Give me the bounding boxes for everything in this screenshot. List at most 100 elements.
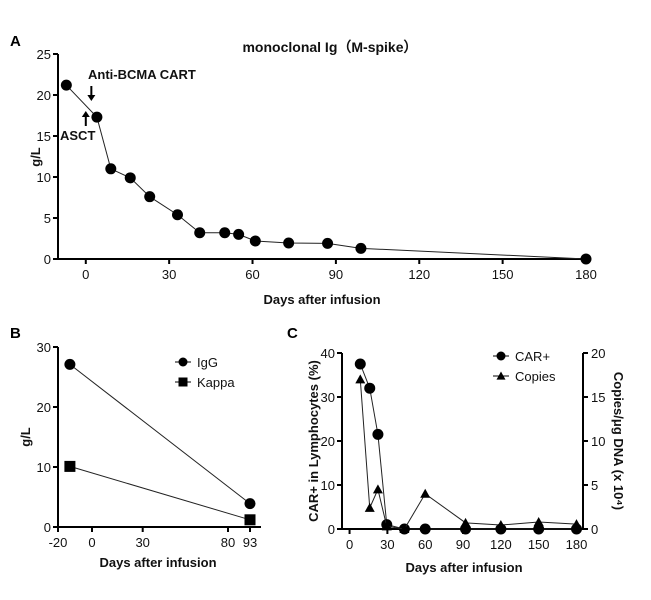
chart-c-ytick-right-label: 20 bbox=[591, 346, 605, 361]
chart-c-point bbox=[372, 428, 384, 440]
chart-a-ytick-label: 0 bbox=[44, 252, 51, 267]
chart-c-point bbox=[364, 382, 376, 394]
chart-a-point bbox=[219, 227, 231, 239]
chart-c-point bbox=[419, 523, 431, 535]
chart-c-xtick-label: 120 bbox=[490, 537, 512, 552]
chart-b-xtick-label: 0 bbox=[88, 535, 95, 550]
chart-a-point bbox=[283, 237, 295, 249]
chart-b-point bbox=[244, 514, 256, 526]
arrow-down-icon-head bbox=[87, 95, 96, 101]
chart-c-xlabel: Days after infusion bbox=[405, 560, 522, 575]
chart-a-ytick-label: 15 bbox=[37, 129, 51, 144]
chart-b-ytick-label: 10 bbox=[37, 460, 51, 475]
panel-label-c: C bbox=[287, 325, 298, 342]
chart-c-point bbox=[399, 524, 410, 533]
chart-c-series-line-0 bbox=[359, 363, 577, 530]
chart-a-ytick-label: 25 bbox=[37, 47, 51, 62]
chart-b-xlabel: Days after infusion bbox=[99, 555, 216, 570]
chart-b-point bbox=[244, 498, 256, 510]
chart-a-point bbox=[322, 237, 334, 249]
chart-c-point bbox=[420, 488, 431, 498]
chart-a-xtick-label: 180 bbox=[575, 267, 597, 282]
arrow-up-icon-head bbox=[81, 111, 90, 117]
chart-c-legend-label: Copies bbox=[515, 369, 556, 384]
chart-c-point bbox=[381, 521, 392, 531]
chart-c-point bbox=[495, 520, 506, 530]
chart-c-ytick-label: 20 bbox=[321, 434, 335, 449]
chart-b-ylabel: g/L bbox=[18, 427, 33, 447]
chart-c-ytick-label: 30 bbox=[321, 390, 335, 405]
chart-a-xtick-label: 60 bbox=[245, 267, 259, 282]
chart-b-series-line-1 bbox=[69, 465, 251, 521]
chart-c-xtick-label: 30 bbox=[380, 537, 394, 552]
chart-c-legend-marker bbox=[496, 371, 506, 380]
chart-b-xtick-label: 93 bbox=[243, 535, 257, 550]
chart-a-xtick-label: 150 bbox=[492, 267, 514, 282]
chart-a-ytick-label: 20 bbox=[37, 88, 51, 103]
panel-label-a: A bbox=[10, 33, 21, 50]
chart-c-point bbox=[533, 523, 545, 535]
chart-b-xtick-label: 80 bbox=[221, 535, 235, 550]
chart-c-point bbox=[354, 358, 366, 370]
chart-a-point bbox=[60, 79, 72, 91]
chart-a-point bbox=[171, 209, 183, 221]
chart-c-point bbox=[355, 374, 366, 384]
chart-c-ylabel-right: Copies/μg DNA (x 10⁴) bbox=[611, 372, 626, 510]
chart-a-title: monoclonal Ig（M-spike） bbox=[242, 39, 417, 55]
chart-b-legend-label: IgG bbox=[197, 355, 218, 370]
chart-c-point bbox=[533, 516, 544, 526]
chart-c-legend-label: CAR+ bbox=[515, 349, 550, 364]
chart-a-point bbox=[194, 227, 206, 239]
chart-c-ylabel: CAR+ in Lymphocytes (%) bbox=[306, 360, 321, 522]
chart-c-xtick-label: 180 bbox=[566, 537, 588, 552]
chart-b-xtick-label: -20 bbox=[49, 535, 68, 550]
chart-a-xlabel: Days after infusion bbox=[263, 292, 380, 307]
annotation-cart: Anti-BCMA CART bbox=[88, 67, 196, 82]
chart-c-xtick-label: 90 bbox=[456, 537, 470, 552]
chart-b-ytick-label: 0 bbox=[44, 520, 51, 535]
panel-label-b: B bbox=[10, 325, 21, 342]
chart-a-point bbox=[580, 253, 592, 265]
chart-a-point bbox=[124, 172, 136, 184]
chart-a-ytick-label: 5 bbox=[44, 211, 51, 226]
chart-a-point bbox=[91, 111, 103, 123]
chart-b-point bbox=[64, 358, 76, 370]
chart-a-series-line-0 bbox=[65, 84, 587, 260]
chart-c-xtick-label: 150 bbox=[528, 537, 550, 552]
chart-a-point bbox=[233, 228, 245, 240]
chart-a-point bbox=[144, 191, 156, 203]
chart-a-point bbox=[105, 163, 117, 175]
chart-c-xtick-label: 60 bbox=[418, 537, 432, 552]
chart-c-series-line-1 bbox=[359, 379, 577, 530]
chart-a-xtick-label: 30 bbox=[162, 267, 176, 282]
chart-a-ylabel: g/L bbox=[28, 147, 43, 167]
chart-c-point bbox=[571, 519, 582, 529]
chart-a-xtick-label: 0 bbox=[82, 267, 89, 282]
chart-b-ytick-label: 20 bbox=[37, 400, 51, 415]
chart-c-ytick-right-label: 5 bbox=[591, 478, 598, 493]
chart-b-point bbox=[64, 460, 76, 472]
chart-a-ytick-label: 10 bbox=[37, 170, 51, 185]
chart-b-xtick-label: 30 bbox=[135, 535, 149, 550]
chart-c-ytick-right-label: 15 bbox=[591, 390, 605, 405]
chart-a-xtick-label: 120 bbox=[408, 267, 430, 282]
chart-a-xtick-label: 90 bbox=[329, 267, 343, 282]
chart-a-point bbox=[355, 242, 367, 254]
annotation-asct: ASCT bbox=[60, 128, 95, 143]
chart-c-ytick-label: 40 bbox=[321, 346, 335, 361]
chart-c-ytick-right-label: 10 bbox=[591, 434, 605, 449]
chart-b-ytick-label: 30 bbox=[37, 340, 51, 355]
chart-c-legend-marker bbox=[496, 351, 506, 361]
chart-c-point bbox=[364, 502, 375, 512]
chart-b-series-line-0 bbox=[69, 364, 251, 504]
chart-c-ytick-right-label: 0 bbox=[591, 522, 598, 537]
chart-c-xtick-label: 0 bbox=[346, 537, 353, 552]
chart-b-legend-label: Kappa bbox=[197, 375, 235, 390]
chart-c-ytick-label: 0 bbox=[328, 522, 335, 537]
chart-a-point bbox=[249, 235, 261, 247]
chart-b-legend-marker bbox=[178, 377, 188, 387]
chart-c-ytick-label: 10 bbox=[321, 478, 335, 493]
chart-c-point bbox=[372, 484, 383, 494]
chart-c-point bbox=[460, 517, 471, 527]
